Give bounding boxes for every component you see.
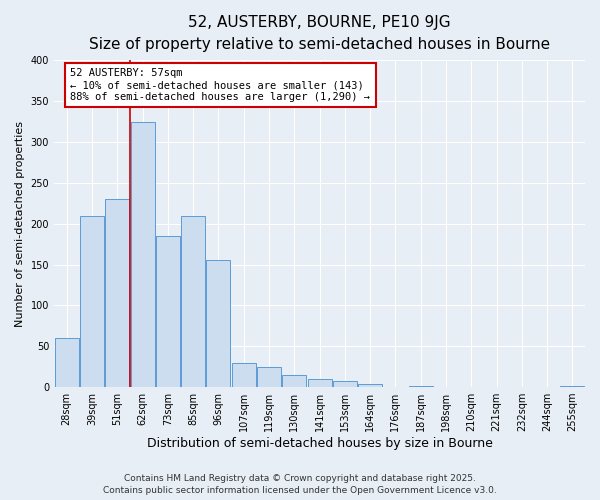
Bar xyxy=(156,236,180,387)
Bar xyxy=(409,386,433,387)
Bar xyxy=(232,362,256,387)
Title: 52, AUSTERBY, BOURNE, PE10 9JG
Size of property relative to semi-detached houses: 52, AUSTERBY, BOURNE, PE10 9JG Size of p… xyxy=(89,15,550,52)
Text: 52 AUSTERBY: 57sqm
← 10% of semi-detached houses are smaller (143)
88% of semi-d: 52 AUSTERBY: 57sqm ← 10% of semi-detache… xyxy=(70,68,370,102)
Y-axis label: Number of semi-detached properties: Number of semi-detached properties xyxy=(15,120,25,326)
Bar xyxy=(358,384,382,387)
Bar xyxy=(80,216,104,387)
Bar xyxy=(333,380,357,387)
Bar xyxy=(105,199,129,387)
Bar xyxy=(181,216,205,387)
X-axis label: Distribution of semi-detached houses by size in Bourne: Distribution of semi-detached houses by … xyxy=(146,437,493,450)
Bar xyxy=(257,366,281,387)
Bar xyxy=(131,122,155,387)
Bar xyxy=(206,260,230,387)
Bar xyxy=(282,375,306,387)
Bar xyxy=(308,379,332,387)
Text: Contains HM Land Registry data © Crown copyright and database right 2025.
Contai: Contains HM Land Registry data © Crown c… xyxy=(103,474,497,495)
Bar xyxy=(560,386,584,387)
Bar xyxy=(55,338,79,387)
